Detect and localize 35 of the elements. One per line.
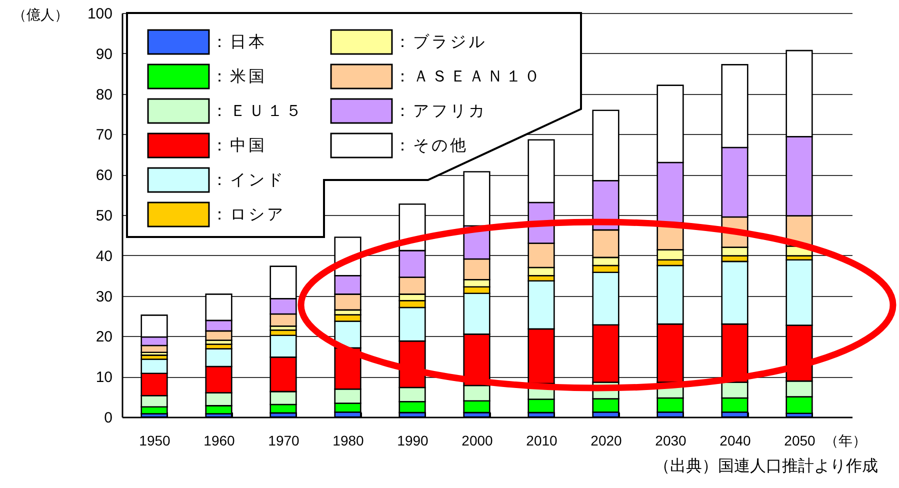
x-tick-label: 1950	[139, 432, 171, 448]
legend-label: ：ブラジル	[394, 33, 487, 51]
x-tick-label: 1980	[332, 432, 364, 448]
x-tick-label: 2020	[590, 432, 622, 448]
x-tick-label: 2040	[720, 432, 752, 448]
x-tick-label: 2000	[462, 432, 494, 448]
y-tick-label: 70	[96, 126, 112, 144]
y-tick-label: 20	[96, 328, 112, 346]
x-tick-label: 2050	[784, 432, 816, 448]
y-tick-label: 90	[96, 46, 112, 63]
legend-label: ：中国	[212, 136, 267, 154]
legend-label: ：その他	[394, 138, 468, 154]
text: （出典）国連人口推計より作成	[654, 457, 878, 475]
x-tick-label: 1960	[204, 432, 236, 448]
legend-label: ：日本	[212, 33, 267, 51]
x-tick-label: 2010	[526, 432, 558, 448]
x-tick-label: 1970	[268, 432, 300, 448]
x-tick-label: 1990	[397, 432, 429, 448]
legend-label: ：米国	[212, 68, 267, 86]
y-tick-label: 0	[104, 410, 112, 426]
y-tick-label: 100	[87, 6, 112, 22]
legend-label: ：ＡＳＥＡＮ１０	[394, 68, 542, 86]
y-tick-label: 60	[96, 167, 112, 184]
y-tick-label: 40	[96, 248, 112, 265]
legend-label: ：ＥＵ１５	[212, 103, 304, 120]
y-axis-title: （億人）	[12, 6, 68, 22]
x-tick-label: 2030	[655, 432, 687, 448]
legend-label: ：インド	[212, 172, 286, 189]
legend-label: ：ロシア	[212, 206, 286, 224]
y-tick-label: 30	[96, 288, 112, 306]
y-tick-label: 10	[96, 369, 112, 386]
y-tick-label: 80	[96, 86, 112, 104]
y-tick-label: 50	[96, 208, 112, 224]
x-axis-title: （年）	[824, 432, 866, 448]
legend-label: ：アフリカ	[394, 103, 487, 120]
